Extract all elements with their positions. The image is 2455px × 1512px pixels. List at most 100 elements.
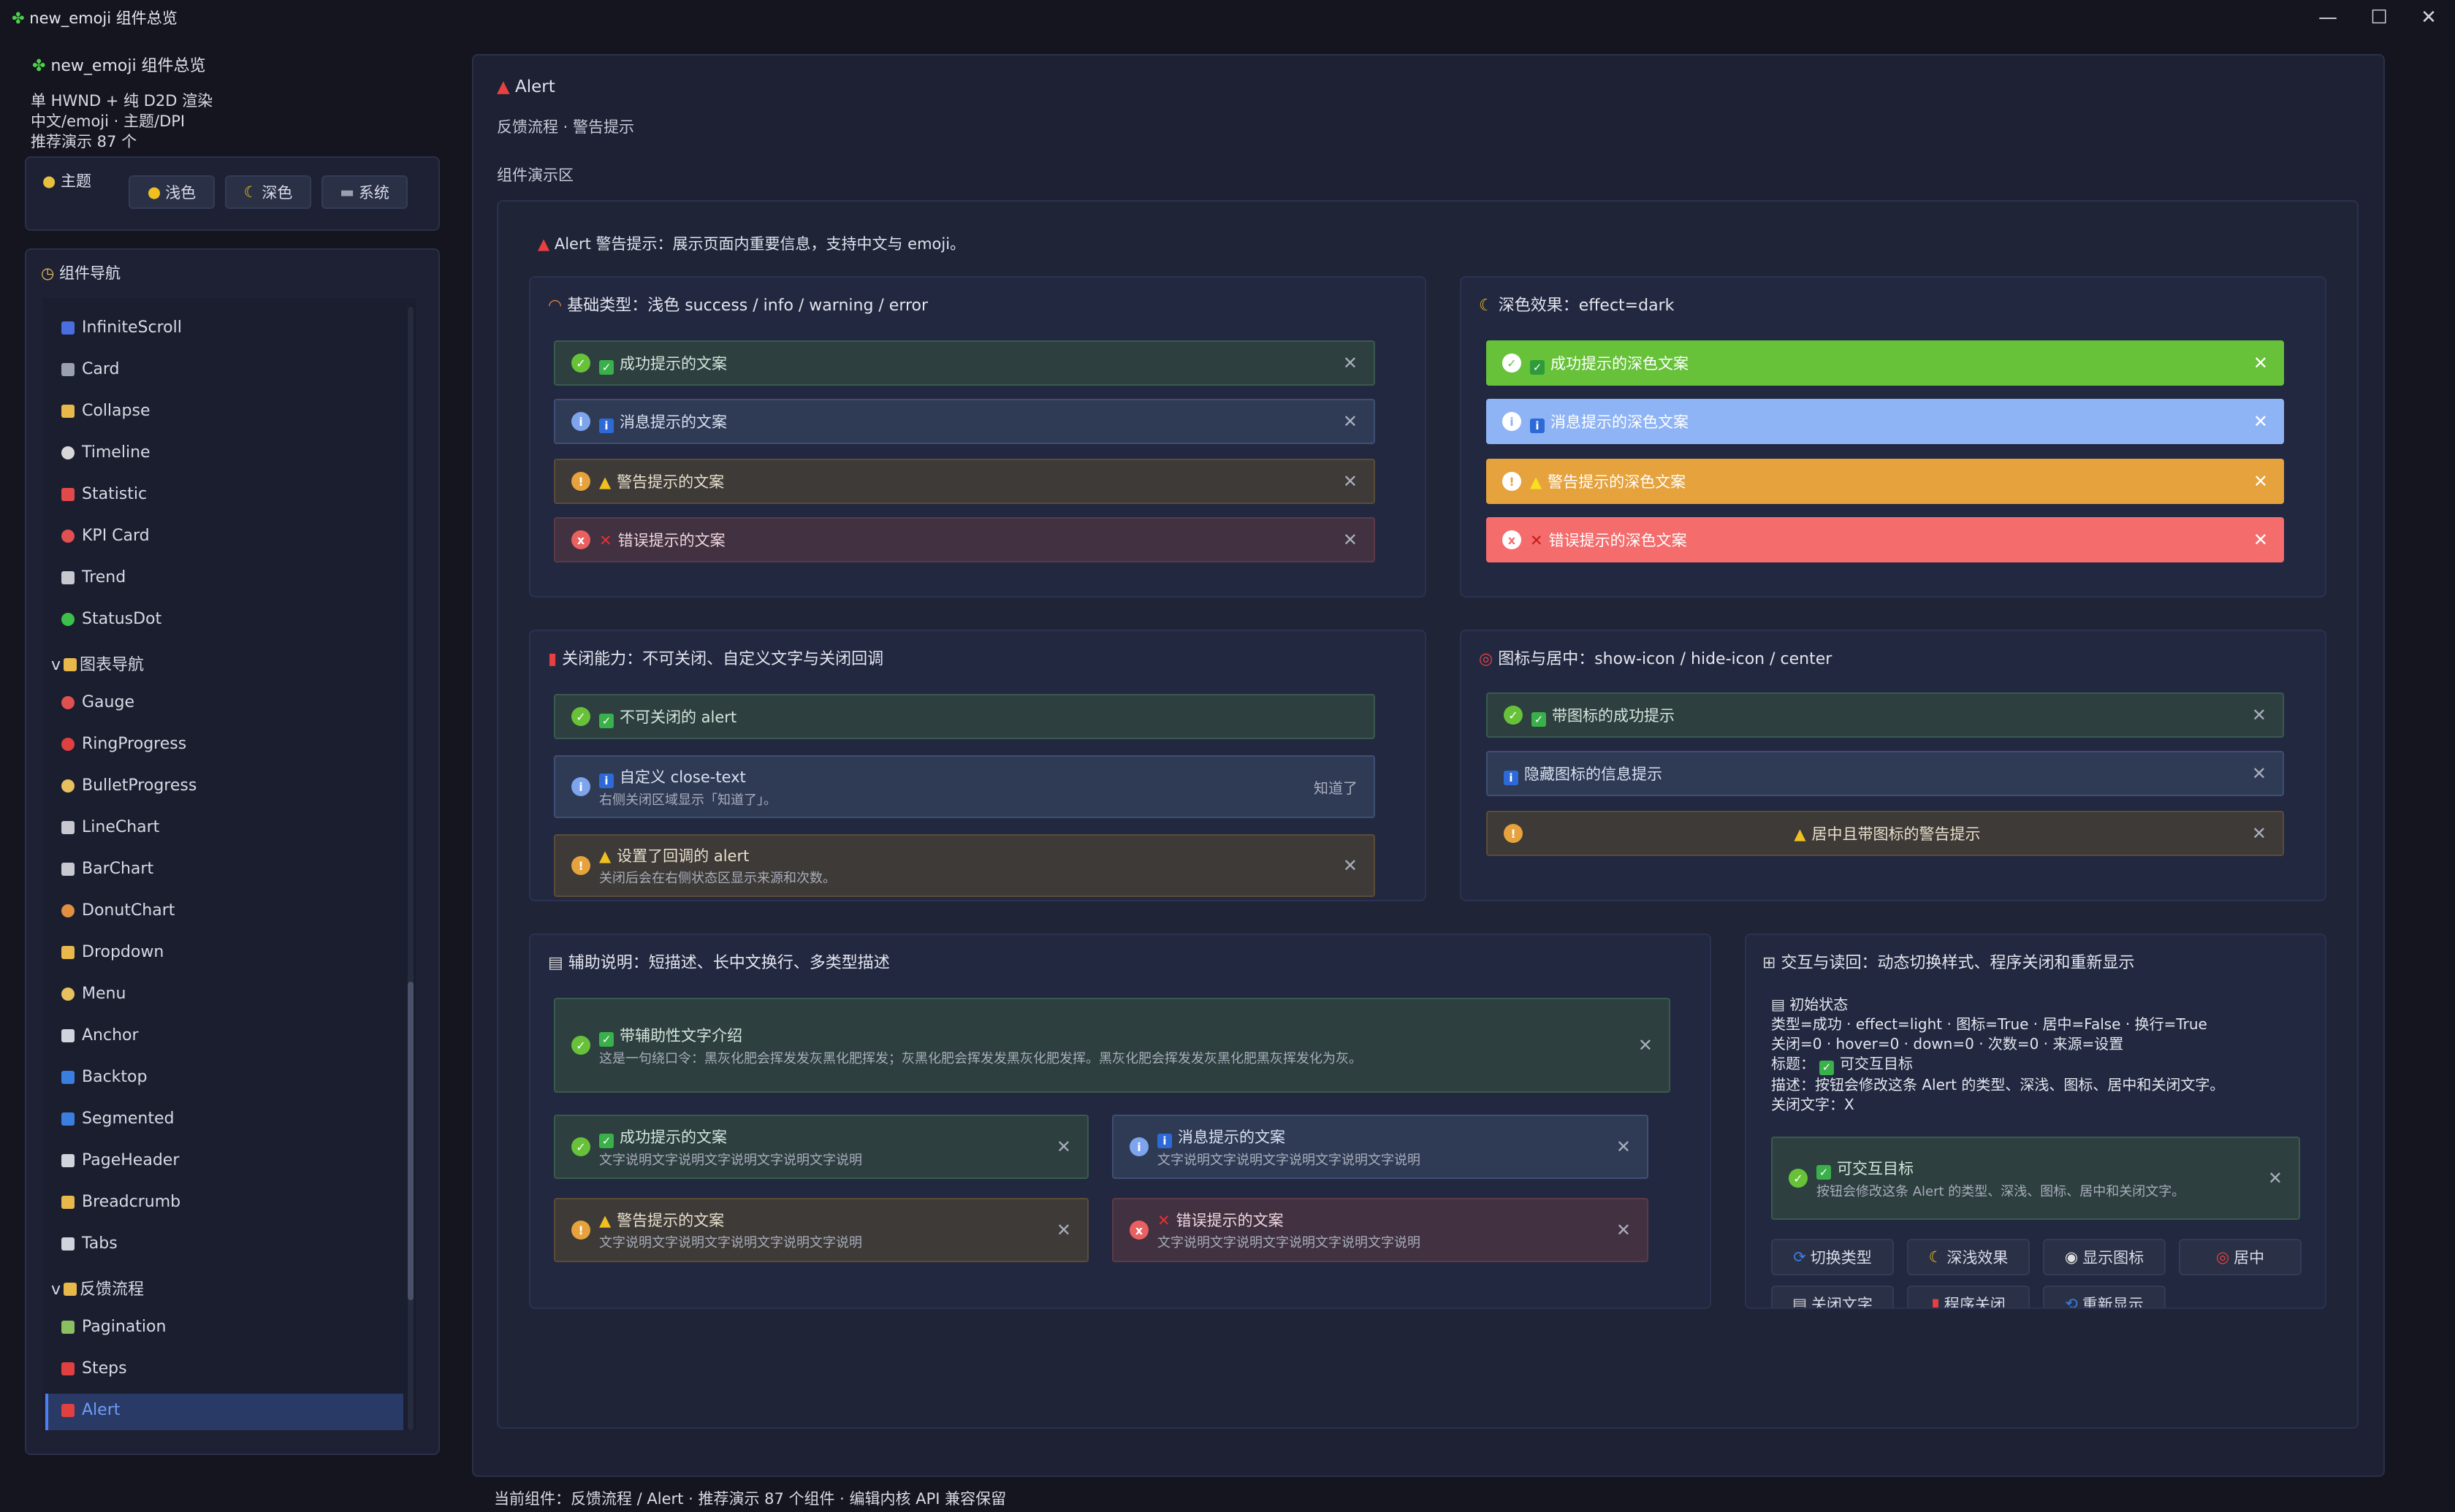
moon-icon: ☾ [1928, 1248, 1943, 1266]
toggle-effect-button[interactable]: ☾ 深浅效果 [1907, 1239, 2030, 1275]
show-icon-button[interactable]: ◉ 显示图标 [2043, 1239, 2166, 1275]
sidebar-item-trend[interactable]: Trend [61, 568, 126, 587]
sidebar-item-steps[interactable]: Steps [61, 1359, 127, 1378]
basic-warning-alert: ! ▲ 警告提示的文案 ✕ [554, 459, 1375, 504]
sidebar-item-label: Steps [82, 1359, 127, 1378]
sidebar-item-alert[interactable]: Alert [61, 1401, 120, 1419]
sidebar-item-donutchart[interactable]: DonutChart [61, 901, 175, 920]
reshow-button[interactable]: ⟲ 重新显示 [2043, 1286, 2166, 1307]
close-icon[interactable]: ✕ [1056, 1220, 1071, 1240]
sidebar-item-pageheader[interactable]: PageHeader [61, 1151, 179, 1169]
sidebar-item-label: Menu [82, 985, 126, 1003]
info-box-icon: i [1504, 770, 1518, 785]
sidebar-item-ringprogress[interactable]: RingProgress [61, 735, 186, 753]
sidebar-item-label: StatusDot [82, 610, 162, 628]
close-icon[interactable]: ✕ [1342, 471, 1358, 492]
nav-scrollbar-track[interactable] [408, 307, 414, 1430]
sidebar-item-bulletprogress[interactable]: BulletProgress [61, 776, 197, 795]
sidebar-item-label: 图表导航 [80, 656, 145, 674]
target-icon [61, 529, 75, 543]
nav-scrollbar-thumb[interactable] [408, 982, 414, 1300]
error-circle-icon: x [1502, 530, 1521, 549]
sidebar-item-label: RingProgress [82, 735, 187, 753]
sidebar-item-label: KPI Card [82, 527, 150, 545]
sidebar-item-collapse[interactable]: Collapse [61, 402, 151, 420]
theme-light-button[interactable]: ● 浅色 [129, 175, 215, 209]
warning-triangle-icon: ▲ [599, 1212, 612, 1229]
close-icon[interactable]: ✕ [1342, 411, 1358, 432]
callback-alert: ! ▲ 设置了回调的 alert 关闭后会在右侧状态区显示来源和次数。 ✕ [554, 834, 1375, 897]
sidebar-item-anchor[interactable]: Anchor [61, 1026, 139, 1045]
close-icon[interactable]: ✕ [2251, 823, 2266, 844]
laptop-icon: ▬ [340, 183, 354, 201]
theme-system-button[interactable]: ▬ 系统 [321, 175, 408, 209]
close-icon[interactable]: ✕ [1342, 530, 1358, 550]
close-icon[interactable]: ✕ [2253, 530, 2268, 550]
grid-icon: ⊞ [1762, 954, 1776, 972]
close-text-button[interactable]: ▤ 关闭文字 [1771, 1286, 1894, 1307]
close-icon[interactable]: ✕ [1615, 1137, 1631, 1157]
close-icon[interactable]: ✕ [1637, 1035, 1653, 1055]
rainbow-icon: ◠ [548, 297, 563, 315]
center-button[interactable]: ◎ 居中 [2179, 1239, 2302, 1275]
sidebar-item-infinitescroll[interactable]: InfiniteScroll [61, 318, 182, 337]
memo-icon: ▤ [1792, 1295, 1807, 1307]
check-circle-icon: ✓ [571, 1036, 590, 1055]
close-icon[interactable]: ✕ [1342, 353, 1358, 373]
close-icon[interactable]: ✕ [1056, 1137, 1071, 1157]
sidebar-item-label: DonutChart [82, 901, 175, 920]
close-icon[interactable]: ✕ [1615, 1220, 1631, 1240]
sidebar-item-statistic[interactable]: Statistic [61, 485, 147, 503]
sidebar-item-label: Tabs [82, 1234, 118, 1253]
folder-icon [61, 404, 75, 418]
sidebar-item-linechart[interactable]: LineChart [61, 818, 159, 836]
sidebar-item-pagination[interactable]: Pagination [61, 1318, 166, 1336]
maximize-button[interactable]: ☐ [2370, 7, 2388, 28]
app-icon: ✤ [12, 9, 25, 27]
theme-dark-button[interactable]: ☾ 深色 [225, 175, 311, 209]
sidebar-item-label: BulletProgress [82, 776, 197, 795]
close-window-button[interactable]: ✕ [2421, 7, 2437, 28]
eye-icon: ◉ [2064, 1248, 2079, 1266]
warning-circle-icon: ! [1502, 472, 1521, 491]
check-circle-icon: ✓ [571, 707, 590, 726]
sidebar-item-statusdot[interactable]: StatusDot [61, 610, 161, 628]
sidebar-item-dropdown[interactable]: Dropdown [61, 943, 164, 961]
desc-warning-alert: ! ▲ 警告提示的文案 文字说明文字说明文字说明文字说明文字说明 ✕ [554, 1198, 1089, 1262]
sidebar-item-tabs[interactable]: Tabs [61, 1234, 118, 1253]
sidebar-item-backtop[interactable]: Backtop [61, 1068, 147, 1086]
sidebar-item-kpi-card[interactable]: KPI Card [61, 527, 150, 545]
sidebar-item-barchart[interactable]: BarChart [61, 860, 153, 878]
minimize-button[interactable]: — [2318, 7, 2337, 28]
close-icon[interactable]: ✕ [2251, 763, 2266, 784]
close-text-button[interactable]: 知道了 [1314, 779, 1358, 797]
icon-center-section-title: ◎ 图标与居中：show-icon / hide-icon / center [1479, 650, 1832, 668]
program-close-button[interactable]: ▮ 程序关闭 [1907, 1286, 2030, 1307]
close-icon[interactable]: ✕ [2253, 471, 2268, 492]
sidebar-item-timeline[interactable]: Timeline [61, 443, 151, 462]
alert-icon: ▲ [538, 235, 550, 253]
sidebar-item-segmented[interactable]: Segmented [61, 1110, 175, 1128]
sidebar-item-label: Anchor [82, 1026, 139, 1045]
close-icon[interactable]: ✕ [1342, 855, 1358, 876]
close-icon[interactable]: ✕ [2253, 353, 2268, 373]
sidebar-item-menu[interactable]: Menu [61, 985, 126, 1003]
sidebar-item-label: Collapse [82, 402, 151, 420]
page-icon [61, 1153, 75, 1167]
sidebar-item-breadcrumb[interactable]: Breadcrumb [61, 1193, 180, 1211]
info-box-icon: i [599, 773, 614, 788]
dark-info-alert: i i 消息提示的深色文案 ✕ [1486, 399, 2284, 444]
sidebar-item-gauge[interactable]: Gauge [61, 693, 134, 711]
close-icon[interactable]: ✕ [2267, 1168, 2283, 1188]
check-circle-icon: ✓ [571, 354, 590, 373]
close-icon[interactable]: ✕ [2251, 705, 2266, 725]
sidebar-item-label: Card [82, 360, 120, 378]
sidebar-item-图表导航[interactable]: v 图表导航 [51, 652, 144, 675]
switch-type-button[interactable]: ⟳ 切换类型 [1771, 1239, 1894, 1275]
info-circle-icon: i [1130, 1137, 1149, 1156]
sidebar-item-反馈流程[interactable]: v 反馈流程 [51, 1276, 144, 1299]
sidebar-item-card[interactable]: Card [61, 360, 119, 378]
info-box-icon: i [599, 418, 614, 433]
close-icon[interactable]: ✕ [2253, 411, 2268, 432]
interactive-target-alert[interactable]: ✓ ✓ 可交互目标 按钮会修改这条 Alert 的类型、深浅、图标、居中和关闭文字… [1771, 1137, 2300, 1220]
